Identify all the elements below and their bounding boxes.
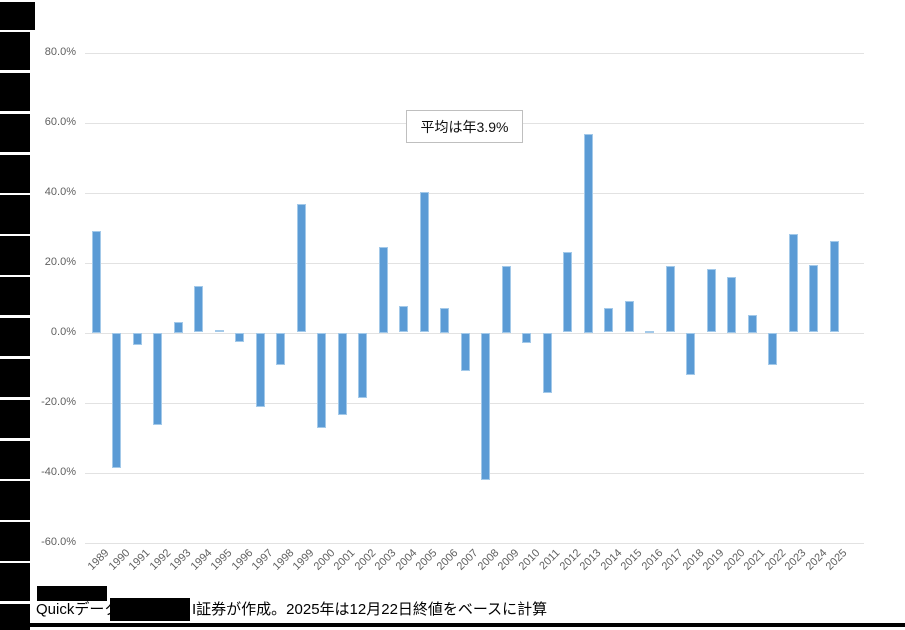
redaction-box: [37, 586, 107, 601]
bar-2021: [747, 315, 757, 333]
annotation-box: 平均は年3.9%: [406, 110, 523, 143]
redaction-block: [0, 563, 30, 602]
bar-2025: [829, 241, 839, 333]
bar-2018: [686, 332, 696, 375]
bar-2017: [665, 265, 675, 333]
gridline-80: [85, 52, 864, 54]
gridline--60: [85, 542, 864, 544]
gridline-0: [85, 332, 864, 334]
bar-2007: [460, 332, 470, 372]
bar-2002: [358, 332, 368, 398]
y-axis-tick-label: -20.0%: [41, 396, 76, 408]
y-axis-tick-label: -60.0%: [41, 536, 76, 548]
bar-2019: [706, 268, 716, 333]
y-axis-tick-label: 60.0%: [44, 116, 76, 128]
redaction-block: [0, 72, 30, 112]
bar-2000: [317, 332, 327, 428]
bar-2012: [563, 252, 573, 333]
bar-2013: [583, 134, 593, 333]
gridline--40: [85, 472, 864, 474]
redaction-block: [0, 154, 30, 193]
bar-2005: [419, 191, 429, 333]
redaction-box: [110, 598, 190, 621]
y-axis-tick-label: 40.0%: [44, 186, 76, 198]
bottom-divider: [0, 623, 905, 627]
redaction-block: [0, 277, 30, 316]
bar-2023: [788, 233, 798, 333]
bar-2022: [768, 332, 778, 366]
bar-1997: [255, 332, 265, 407]
bar-2010: [522, 332, 532, 343]
y-axis-tick-label: 20.0%: [44, 256, 76, 268]
bar-2003: [378, 246, 388, 333]
gridline--20: [85, 402, 864, 404]
annotation-text: 平均は年3.9%: [420, 118, 509, 135]
bar-1999: [296, 203, 306, 333]
footer-note-text: I証券が作成。2025年は12月22日終値をベースに計算: [192, 601, 548, 618]
y-axis-tick-label: 80.0%: [44, 46, 76, 58]
gridline-40: [85, 192, 864, 194]
bar-2006: [440, 308, 450, 333]
bar-2020: [727, 276, 737, 333]
bar-1990: [112, 332, 122, 468]
redaction-block: [0, 195, 30, 234]
bar-2024: [809, 265, 819, 333]
redaction-block: [0, 2, 35, 30]
bar-2009: [501, 266, 511, 333]
footer-source-text: Quickデータ: [36, 601, 120, 618]
bar-2011: [542, 332, 552, 394]
redaction-block: [0, 113, 30, 153]
redaction-block: [0, 399, 30, 438]
bar-2016: [645, 331, 655, 334]
y-axis-tick-label: 0.0%: [50, 326, 76, 338]
bar-1989: [91, 231, 101, 333]
redaction-block: [0, 236, 30, 275]
gridline-20: [85, 262, 864, 264]
bar-1993: [173, 322, 183, 333]
y-axis-tick-label: -40.0%: [41, 466, 76, 478]
bar-1996: [235, 332, 245, 342]
bar-2015: [624, 300, 634, 333]
bar-2014: [604, 307, 614, 333]
bar-1998: [276, 332, 286, 366]
bar-1992: [153, 332, 163, 425]
bar-1991: [132, 332, 142, 346]
bar-2004: [399, 305, 409, 333]
redaction-block: [0, 317, 30, 357]
redaction-block: [0, 358, 30, 398]
bar-2008: [481, 332, 491, 480]
redaction-block: [0, 481, 30, 520]
redaction-block: [0, 32, 30, 71]
bar-2001: [337, 332, 347, 415]
redaction-block: [0, 440, 30, 479]
redaction-block: [0, 522, 30, 561]
bar-1994: [194, 286, 204, 333]
bar-1995: [214, 330, 224, 333]
